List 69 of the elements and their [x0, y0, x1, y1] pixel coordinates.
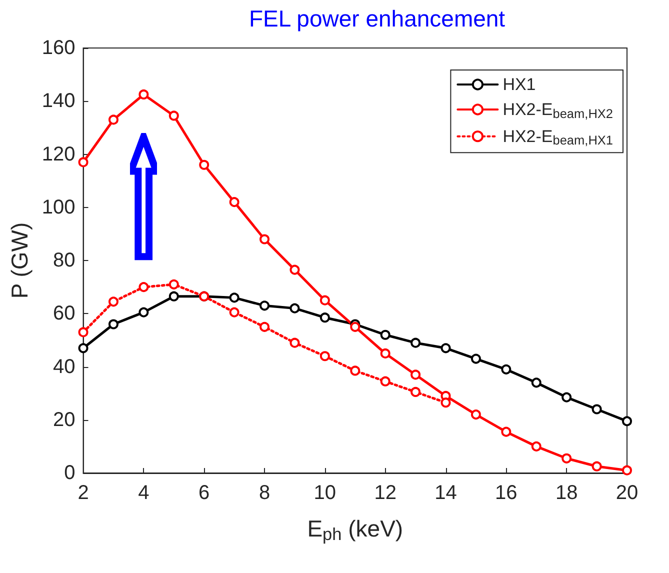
x-tick-label: 6 [198, 482, 210, 504]
y-tick-label: 80 [53, 250, 76, 272]
y-tick-label: 0 [64, 462, 76, 484]
y-tick-label: 60 [53, 302, 76, 325]
y-axis-title: P (GW) [6, 222, 32, 299]
point [78, 343, 88, 354]
point [320, 351, 330, 362]
y-tick-label: 40 [53, 356, 76, 378]
point [290, 338, 300, 348]
point [410, 386, 421, 397]
point [562, 453, 572, 464]
point [168, 279, 179, 290]
y-tick-label: 20 [53, 408, 76, 431]
point [108, 296, 118, 307]
point [350, 322, 360, 332]
x-tick-label: 8 [258, 482, 270, 504]
x-tick-label: 4 [138, 482, 150, 504]
point [168, 291, 179, 302]
point [229, 197, 240, 208]
chart-title: FEL power enhancement [248, 6, 506, 32]
x-tick-label: 2 [78, 482, 89, 504]
x-tick-label: 10 [314, 482, 336, 504]
point [260, 234, 270, 244]
point [410, 370, 421, 380]
point [260, 322, 270, 332]
point [138, 307, 149, 318]
point [229, 292, 240, 303]
x-tick-label: 14 [434, 482, 457, 504]
y-tick-label: 160 [42, 37, 76, 59]
point [592, 404, 602, 414]
point [592, 461, 602, 472]
point [410, 338, 421, 348]
y-tick-label: 100 [42, 196, 76, 218]
point [290, 303, 300, 314]
point [108, 114, 118, 125]
x-tick-label: 18 [555, 482, 578, 504]
point [531, 378, 542, 388]
point [350, 366, 360, 376]
point [380, 348, 390, 358]
point [562, 392, 572, 402]
point [229, 307, 240, 318]
point [440, 398, 451, 408]
point [138, 89, 149, 100]
x-tick-label: 16 [495, 482, 518, 504]
point [290, 264, 300, 275]
x-tick-label: 12 [374, 482, 396, 504]
point [108, 319, 118, 330]
point [470, 410, 481, 420]
point [260, 300, 270, 311]
point [380, 376, 390, 386]
point [622, 416, 632, 426]
x-tick-label: 20 [616, 482, 638, 504]
point [199, 160, 210, 170]
point [380, 330, 390, 340]
point [470, 354, 481, 364]
point [501, 364, 512, 374]
point [78, 327, 88, 338]
point [501, 426, 512, 437]
point [78, 157, 88, 168]
point [440, 343, 451, 354]
y-tick-label: 140 [42, 90, 76, 112]
point [138, 282, 149, 292]
y-tick-label: 120 [42, 143, 76, 166]
point [320, 312, 330, 323]
point [531, 441, 542, 452]
point [320, 295, 330, 306]
point [168, 110, 179, 121]
legend-label: HX1 [502, 75, 536, 94]
point [622, 465, 632, 476]
